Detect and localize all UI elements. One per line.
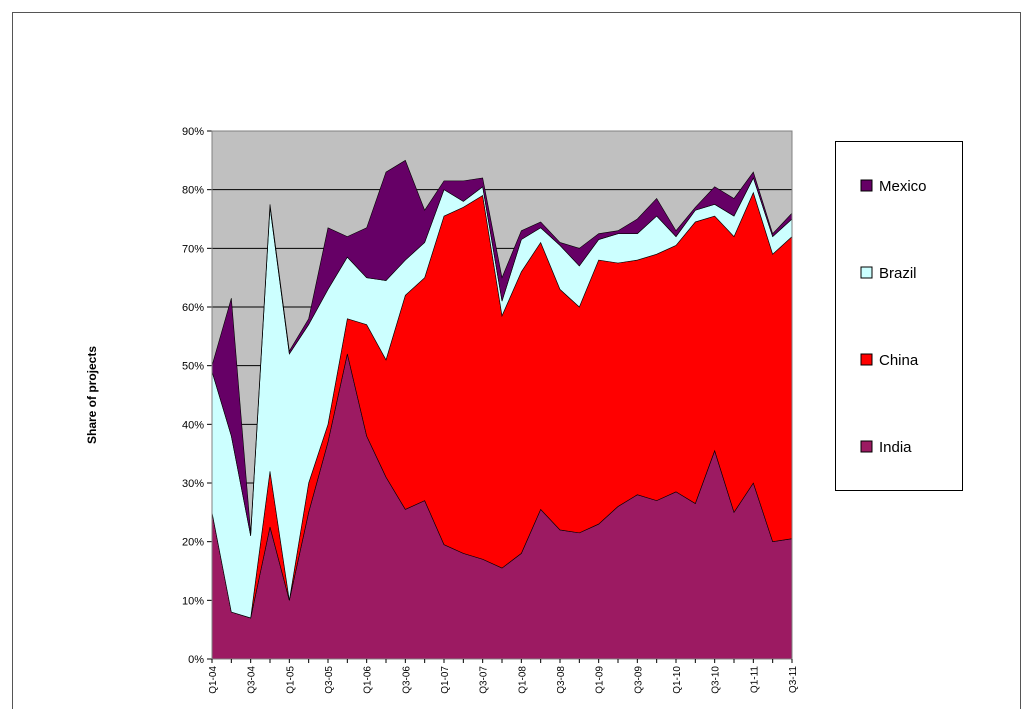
y-tick-label: 60% [182,302,204,314]
x-tick-label: Q3-04 [247,666,258,694]
legend: Mexico Brazil China India [835,141,963,491]
y-tick-label: 10% [182,595,204,607]
x-tick-label: Q3-11 [788,666,799,693]
y-tick-label: 50% [182,361,204,373]
legend-label: India [879,439,912,456]
legend-label: Mexico [879,178,927,195]
x-tick-label: Q1-06 [363,666,374,694]
legend-box [835,141,963,491]
x-tick-label: Q1-07 [440,666,451,694]
x-tick-label: Q1-04 [208,666,219,694]
y-tick-label: 90% [182,126,204,138]
x-tick-label: Q1-08 [517,666,528,694]
x-tick-label: Q3-05 [324,666,335,694]
y-tick-label: 40% [182,419,204,431]
y-tick-label: 20% [182,537,204,549]
legend-label: China [879,352,919,369]
x-tick-label: Q1-09 [595,666,606,694]
y-tick-label: 80% [182,185,204,197]
legend-swatch [860,179,873,192]
x-tick-label: Q1-11 [749,666,760,693]
legend-swatch [860,440,873,453]
legend-swatch [860,266,873,279]
y-axis-label: Share of projects [85,346,99,444]
legend-label: Brazil [879,265,917,282]
x-tick-label: Q1-10 [672,666,683,694]
x-tick-label: Q3-07 [479,666,490,694]
x-tick-label: Q3-06 [401,666,412,694]
y-tick-label: 0% [188,654,204,666]
legend-swatch [860,353,873,366]
x-tick-label: Q1-05 [285,666,296,694]
y-tick-label: 30% [182,478,204,490]
y-tick-label: 70% [182,243,204,255]
x-tick-label: Q3-10 [711,666,722,694]
x-tick-label: Q3-09 [633,666,644,694]
x-tick-label: Q3-08 [556,666,567,694]
